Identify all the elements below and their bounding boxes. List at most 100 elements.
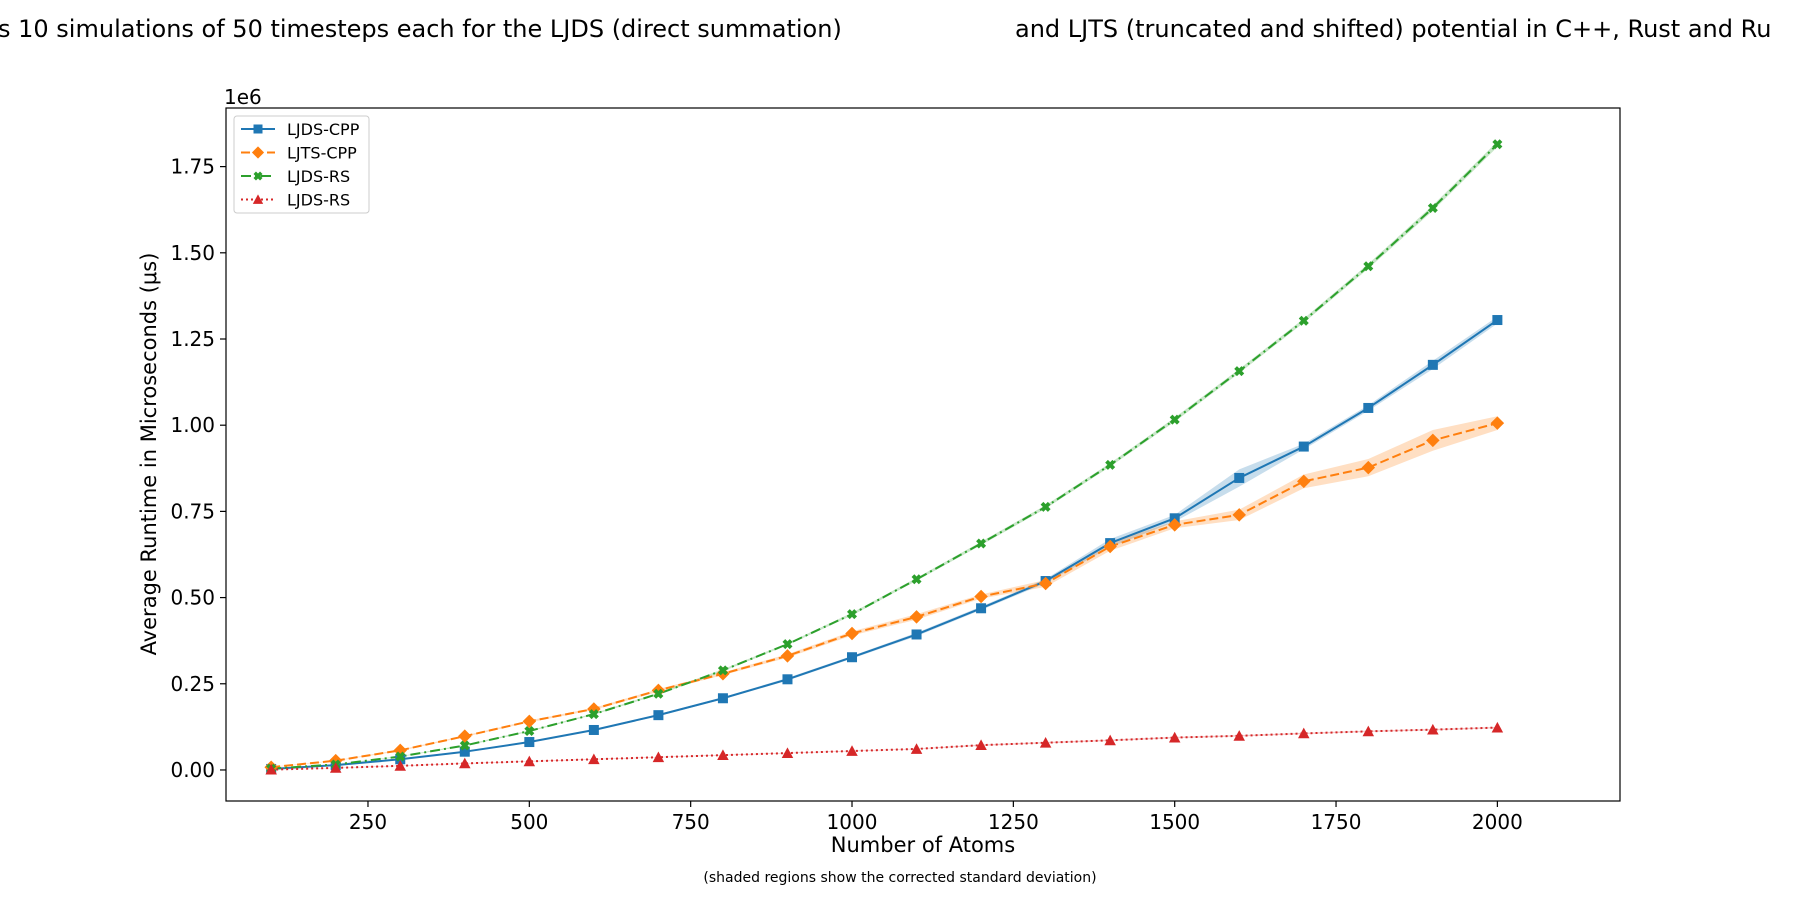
y-tick-label: 0.25 (170, 672, 215, 696)
data-point-ljds-rs-4 (1427, 723, 1439, 735)
data-point-ljts-cpp-2 (458, 729, 472, 743)
data-point-ljds-cpp-1 (976, 603, 987, 614)
data-point-ljds-cpp-1 (1427, 359, 1438, 370)
data-point-ljts-cpp-2 (1038, 576, 1053, 591)
data-point-ljds-cpp-1 (459, 746, 470, 757)
data-point-ljds-rs-4 (717, 749, 729, 761)
std-shade-layer (271, 141, 1498, 770)
y-tick-label: 0.75 (170, 499, 215, 523)
data-point-ljds-rs-3 (1427, 202, 1438, 213)
y-tick-label: 1.50 (170, 241, 215, 265)
data-point-ljds-rs-4 (1362, 725, 1375, 737)
data-point-ljds-rs-3 (1363, 261, 1374, 272)
x-axis-ticks: 250 500 750 1000 1250 1500 1750 2000 (349, 801, 1523, 834)
legend-frame (233, 115, 370, 214)
legend-label-ljds-cpp-1: LJDS-CPP (287, 120, 360, 139)
x-tick-label: 750 (672, 810, 710, 834)
data-point-ljts-cpp-2 (1167, 518, 1182, 532)
std-band-ljds-rs-4 (271, 726, 1498, 770)
series-line-ljds-cpp-1 (271, 319, 1498, 770)
data-point-ljds-rs-3 (395, 751, 406, 762)
data-point-ljds-cpp-1 (911, 629, 922, 640)
data-point-ljds-rs-4 (588, 753, 600, 765)
data-point-ljds-rs-3 (976, 538, 987, 549)
data-point-ljds-rs-3 (1234, 366, 1245, 377)
data-point-ljds-rs-3 (1040, 501, 1051, 512)
data-point-ljts-cpp-2 (1361, 460, 1376, 475)
data-point-ljts-cpp-2 (716, 667, 730, 681)
y-axis-label: Average Runtime in Microseconds (μs) (137, 253, 161, 656)
legend-marker-ljds-rs-4 (252, 194, 264, 204)
data-point-ljds-rs-4 (975, 739, 987, 751)
legend-marker-ljds-rs-3 (253, 171, 263, 181)
data-point-ljds-rs-4 (652, 751, 665, 763)
data-point-ljds-cpp-1 (782, 674, 793, 685)
data-point-ljds-cpp-1 (1298, 441, 1309, 452)
data-point-ljds-cpp-1 (653, 710, 664, 721)
x-tick-label: 1000 (827, 810, 878, 834)
std-band-ljts-cpp-2 (271, 416, 1498, 768)
data-point-ljds-rs-3 (782, 639, 793, 650)
data-point-ljds-rs-4 (781, 747, 794, 758)
data-point-ljts-cpp-2 (1103, 539, 1117, 554)
data-point-ljds-rs-4 (1233, 730, 1245, 741)
data-point-ljts-cpp-2 (1297, 474, 1311, 489)
data-point-ljts-cpp-2 (1232, 508, 1246, 522)
data-point-ljts-cpp-2 (328, 753, 343, 768)
data-point-ljds-cpp-1 (395, 754, 406, 765)
x-tick-label: 1250 (988, 810, 1039, 834)
data-point-ljds-rs-4 (1491, 721, 1504, 733)
x-tick-label: 2000 (1472, 810, 1523, 834)
data-point-ljds-cpp-1 (588, 724, 599, 735)
data-point-ljds-rs-4 (1168, 731, 1181, 743)
plot-frame (225, 107, 1621, 802)
y-tick-label: 1.75 (170, 155, 215, 179)
data-point-ljds-rs-3 (524, 726, 535, 737)
x-tick-label: 1750 (1311, 810, 1362, 834)
data-point-ljds-cpp-1 (717, 693, 728, 704)
series-line-layer (271, 143, 1499, 771)
data-point-ljds-rs-3 (717, 665, 728, 676)
legend-label-ljds-rs-4: LJDS-RS (287, 191, 350, 210)
legend-label-ljts-cpp-2: LJTS-CPP (287, 144, 357, 163)
y-tick-label: 1.00 (170, 413, 215, 437)
data-point-ljds-cpp-1 (847, 652, 858, 663)
data-point-ljts-cpp-2 (974, 589, 988, 604)
series-line-ljds-rs-4 (271, 726, 1498, 771)
x-tick-label: 500 (510, 810, 548, 834)
data-point-ljts-cpp-2 (1490, 416, 1505, 430)
y-offset-label: 1e6 (224, 85, 262, 109)
data-point-ljts-cpp-2 (1426, 433, 1440, 448)
data-point-ljds-rs-4 (1039, 736, 1052, 748)
series-line-ljds-rs-3 (271, 143, 1499, 770)
data-point-ljds-rs-4 (459, 757, 471, 769)
data-point-ljds-rs-4 (910, 743, 923, 754)
std-band-ljds-cpp-1 (271, 316, 1498, 770)
data-point-ljts-cpp-2 (651, 683, 666, 698)
legend-marker-ljts-cpp-2 (251, 146, 265, 159)
data-point-ljts-cpp-2 (522, 714, 537, 729)
y-tick-label: 0.00 (170, 758, 215, 782)
data-point-ljds-rs-4 (394, 760, 406, 771)
data-point-ljds-cpp-1 (1363, 402, 1374, 413)
data-point-ljds-rs-3 (588, 709, 599, 720)
data-point-ljds-rs-4 (1104, 734, 1116, 746)
data-point-ljts-cpp-2 (845, 626, 859, 641)
data-point-ljds-cpp-1 (1492, 315, 1503, 326)
data-point-ljds-rs-3 (1492, 139, 1503, 150)
y-tick-label: 0.50 (170, 586, 215, 610)
data-point-ljts-cpp-2 (780, 649, 795, 663)
data-point-ljds-rs-3 (847, 609, 858, 620)
chart-title-right: and LJTS (truncated and shifted) potenti… (1015, 15, 1771, 43)
series-line-ljts-cpp-2 (271, 422, 1498, 769)
data-point-ljds-rs-4 (265, 763, 277, 775)
data-point-ljds-rs-3 (1105, 459, 1116, 470)
data-point-ljds-cpp-1 (524, 737, 535, 748)
data-point-ljds-cpp-1 (1234, 472, 1245, 483)
data-point-ljds-rs-3 (1169, 414, 1180, 425)
data-point-ljts-cpp-2 (909, 610, 924, 624)
series-marker-layer (264, 139, 1505, 775)
data-point-ljds-rs-3 (653, 688, 664, 699)
std-band-ljds-rs-3 (271, 141, 1498, 769)
